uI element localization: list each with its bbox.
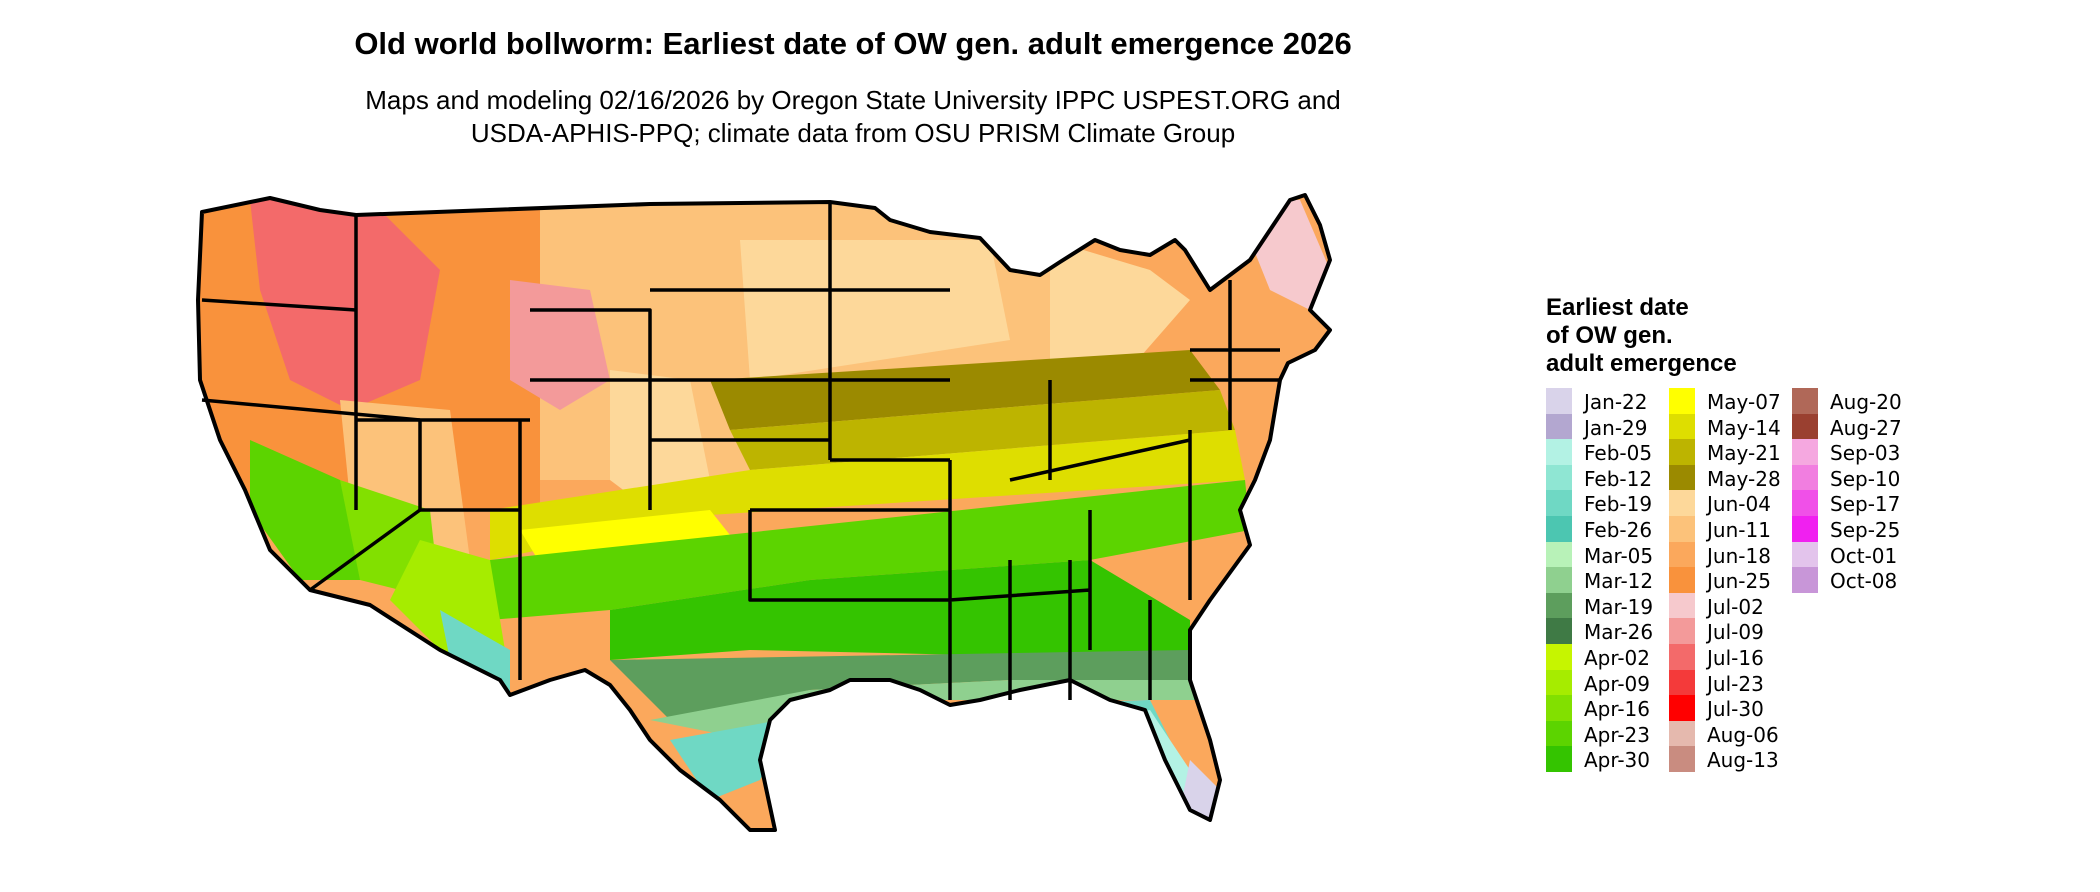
legend-label: May-28 bbox=[1707, 466, 1781, 491]
legend-label: Apr-30 bbox=[1584, 748, 1650, 773]
legend-label: Feb-05 bbox=[1584, 441, 1653, 466]
legend-label: Jul-30 bbox=[1707, 697, 1764, 722]
legend-title-line-3: adult emergence bbox=[1546, 350, 1737, 377]
legend-swatch bbox=[1669, 490, 1695, 517]
legend-label: Oct-01 bbox=[1830, 543, 1898, 568]
legend-swatch bbox=[1546, 644, 1572, 670]
legend-swatch bbox=[1546, 567, 1572, 594]
legend-label: Jun-25 bbox=[1707, 569, 1771, 594]
us-emergence-map bbox=[190, 180, 1530, 892]
legend-label: Apr-23 bbox=[1584, 722, 1650, 747]
map-canvas bbox=[196, 193, 1332, 832]
subtitle-line-2: USDA-APHIS-PPQ; climate data from OSU PR… bbox=[470, 118, 1236, 148]
legend-label: Mar-12 bbox=[1584, 569, 1654, 594]
legend-label: Jun-11 bbox=[1707, 518, 1771, 542]
legend-swatch bbox=[1546, 413, 1572, 440]
legend-swatch bbox=[1546, 695, 1572, 722]
legend-label: Aug-20 bbox=[1830, 390, 1902, 414]
legend-swatch bbox=[1792, 439, 1818, 466]
legend-swatch bbox=[1546, 388, 1572, 414]
legend-swatch bbox=[1546, 490, 1572, 517]
legend-label: Sep-10 bbox=[1830, 466, 1901, 491]
legend-swatch bbox=[1546, 439, 1572, 466]
legend-label: Jul-09 bbox=[1707, 620, 1764, 645]
legend-label: Aug-27 bbox=[1830, 415, 1902, 440]
legend-label: Apr-02 bbox=[1584, 646, 1650, 670]
legend-swatch bbox=[1792, 464, 1818, 491]
legend-label: Mar-05 bbox=[1584, 543, 1654, 568]
legend-swatch bbox=[1669, 464, 1695, 491]
legend-label: Sep-25 bbox=[1830, 518, 1901, 542]
legend-title-line-2: of OW gen. bbox=[1546, 322, 1673, 349]
legend-label: Apr-16 bbox=[1584, 697, 1650, 722]
legend-label: Oct-08 bbox=[1830, 569, 1898, 594]
legend-title: Earliest date of OW gen. adult emergence bbox=[1546, 294, 1737, 378]
legend-label: Jan-29 bbox=[1584, 415, 1648, 440]
legend-label: Aug-13 bbox=[1707, 748, 1779, 773]
legend-swatch bbox=[1669, 644, 1695, 670]
legend-label: Sep-17 bbox=[1830, 492, 1901, 517]
legend-label: Feb-12 bbox=[1584, 466, 1653, 491]
legend-swatch bbox=[1669, 746, 1695, 773]
legend-label: Mar-26 bbox=[1584, 620, 1654, 645]
legend-swatch bbox=[1546, 541, 1572, 568]
legend-label: Jul-16 bbox=[1707, 646, 1764, 670]
legend-swatch bbox=[1546, 669, 1572, 696]
legend-swatch bbox=[1669, 720, 1695, 747]
subtitle-line-1: Maps and modeling 02/16/2026 by Oregon S… bbox=[365, 85, 1341, 115]
legend-label: Jul-23 bbox=[1707, 671, 1764, 696]
legend-swatch bbox=[1546, 592, 1572, 619]
legend-label: Jun-18 bbox=[1707, 543, 1771, 568]
legend-swatch bbox=[1669, 541, 1695, 568]
legend-label: Jan-22 bbox=[1584, 390, 1648, 414]
legend-swatch bbox=[1669, 592, 1695, 619]
legend-swatch bbox=[1792, 413, 1818, 440]
legend-swatch bbox=[1792, 490, 1818, 517]
legend-swatch bbox=[1546, 746, 1572, 773]
legend-label: Sep-03 bbox=[1830, 441, 1901, 466]
legend-label: Jul-02 bbox=[1707, 594, 1764, 619]
legend-label: Jun-04 bbox=[1707, 492, 1771, 517]
legend-label: May-14 bbox=[1707, 415, 1781, 440]
legend-swatch bbox=[1792, 567, 1818, 594]
legend-title-line-1: Earliest date bbox=[1546, 294, 1689, 321]
legend-label: May-21 bbox=[1707, 441, 1781, 466]
legend-swatch bbox=[1669, 388, 1695, 414]
legend-swatch bbox=[1546, 464, 1572, 491]
legend-label: Aug-06 bbox=[1707, 722, 1779, 747]
legend-swatch bbox=[1669, 618, 1695, 645]
legend-swatch bbox=[1546, 618, 1572, 645]
legend-swatch bbox=[1669, 669, 1695, 696]
legend-label: Feb-19 bbox=[1584, 492, 1653, 517]
legend-swatch bbox=[1669, 413, 1695, 440]
legend-label: Apr-09 bbox=[1584, 671, 1650, 696]
legend-swatch bbox=[1792, 388, 1818, 414]
emergence-raster bbox=[198, 195, 1330, 830]
legend-swatch bbox=[1546, 720, 1572, 747]
map-subtitle: Maps and modeling 02/16/2026 by Oregon S… bbox=[0, 84, 1706, 150]
legend-swatch bbox=[1546, 516, 1572, 542]
map-title: Old world bollworm: Earliest date of OW … bbox=[354, 26, 1352, 61]
legend-swatch bbox=[1669, 439, 1695, 466]
legend-swatch bbox=[1792, 541, 1818, 568]
legend-label: Mar-19 bbox=[1584, 594, 1654, 619]
state-boundaries bbox=[196, 193, 1332, 832]
legend-swatch bbox=[1669, 567, 1695, 594]
legend-swatch bbox=[1669, 695, 1695, 722]
legend-label: May-07 bbox=[1707, 390, 1781, 414]
legend-swatch bbox=[1669, 516, 1695, 542]
legend-swatch bbox=[1792, 516, 1818, 542]
legend-label: Feb-26 bbox=[1584, 518, 1653, 542]
